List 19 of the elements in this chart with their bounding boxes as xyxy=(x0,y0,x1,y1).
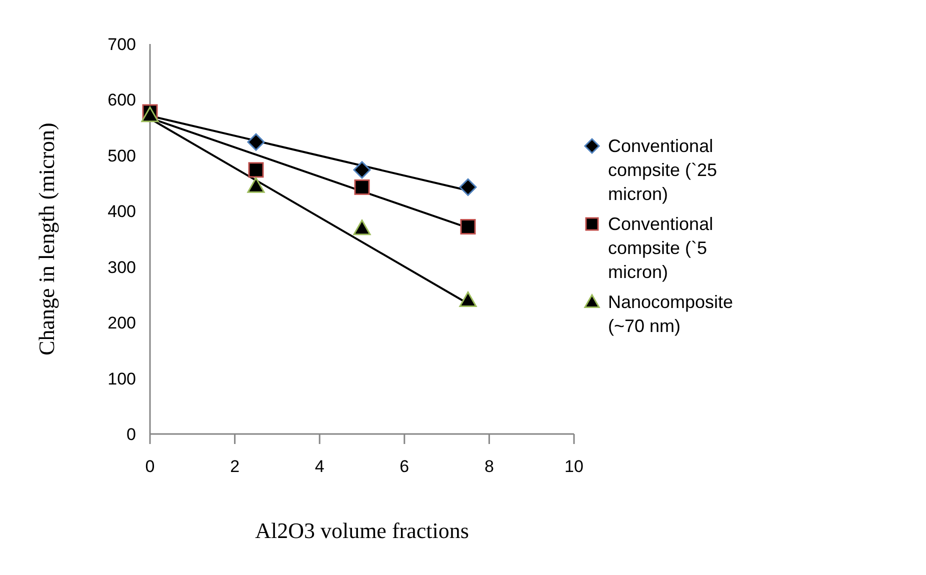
x-tick-label: 0 xyxy=(145,457,155,476)
y-tick-label: 400 xyxy=(108,202,136,222)
x-tick-label: 2 xyxy=(230,457,240,476)
y-tick-label: 600 xyxy=(108,90,136,110)
legend-label: Conventional compsite (`5 micron) xyxy=(608,214,714,282)
x-tick-label: 8 xyxy=(484,457,494,476)
y-tick-label: 0 xyxy=(126,425,136,444)
x-tick-label: 6 xyxy=(400,457,410,476)
legend-label: Conventional compsite (`25 micron) xyxy=(608,136,718,204)
y-axis-title: Change in length (micron) xyxy=(34,122,59,356)
x-axis-title: Al2O3 volume fractions xyxy=(255,518,469,543)
legend-label: Nanocomposite (~70 nm) xyxy=(608,292,734,336)
y-tick-label: 300 xyxy=(108,258,136,277)
y-tick-label: 700 xyxy=(108,35,136,54)
y-tick-label: 200 xyxy=(108,314,136,333)
x-tick-label: 4 xyxy=(314,457,324,476)
y-tick-label: 500 xyxy=(108,146,136,166)
y-tick-label: 100 xyxy=(108,369,136,388)
x-tick-label: 10 xyxy=(564,457,584,476)
